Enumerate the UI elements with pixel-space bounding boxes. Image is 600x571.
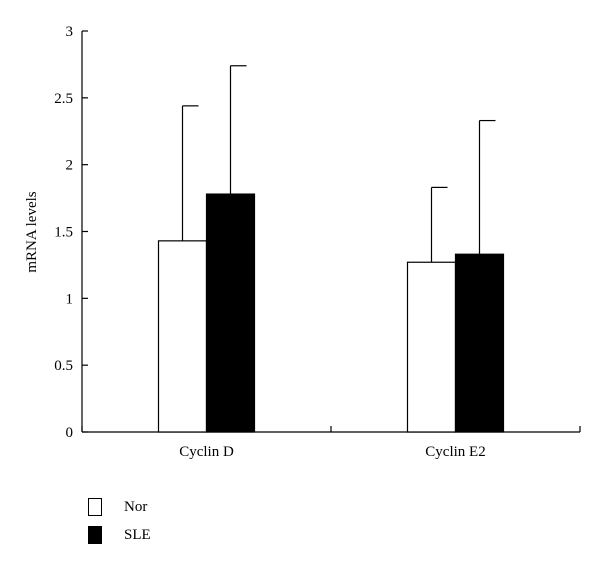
x-tick-label: Cyclin D — [179, 444, 234, 460]
y-tick-label: 1.5 — [54, 225, 73, 241]
bar-nor-1 — [157, 240, 208, 433]
y-tick-label: 2.5 — [54, 91, 73, 107]
legend: Nor SLE — [88, 494, 151, 550]
y-tick-label: 2 — [66, 158, 74, 174]
legend-swatch-sle — [88, 526, 102, 544]
y-axis-label: mRNA levels — [24, 191, 40, 272]
bar-nor-2 — [406, 261, 457, 433]
y-tick-label: 3 — [66, 24, 74, 40]
bar-sle-2 — [454, 253, 505, 433]
y-tick-label: 0 — [66, 425, 74, 441]
x-axis: Cyclin D Cyclin E2 — [81, 426, 581, 460]
bar-sle-1 — [205, 193, 256, 433]
legend-label-nor: Nor — [124, 498, 148, 515]
y-tick-label: 1 — [66, 291, 74, 307]
legend-item-sle: SLE — [88, 522, 151, 548]
x-tick-label: Cyclin E2 — [425, 444, 485, 460]
legend-label-sle: SLE — [124, 526, 151, 543]
bars — [157, 65, 505, 433]
legend-item-nor: Nor — [88, 494, 151, 520]
legend-swatch-nor — [88, 498, 102, 516]
y-tick-label: 0.5 — [54, 358, 73, 374]
y-axis: 0 0.5 1 1.5 2 2.5 3 — [54, 24, 88, 441]
